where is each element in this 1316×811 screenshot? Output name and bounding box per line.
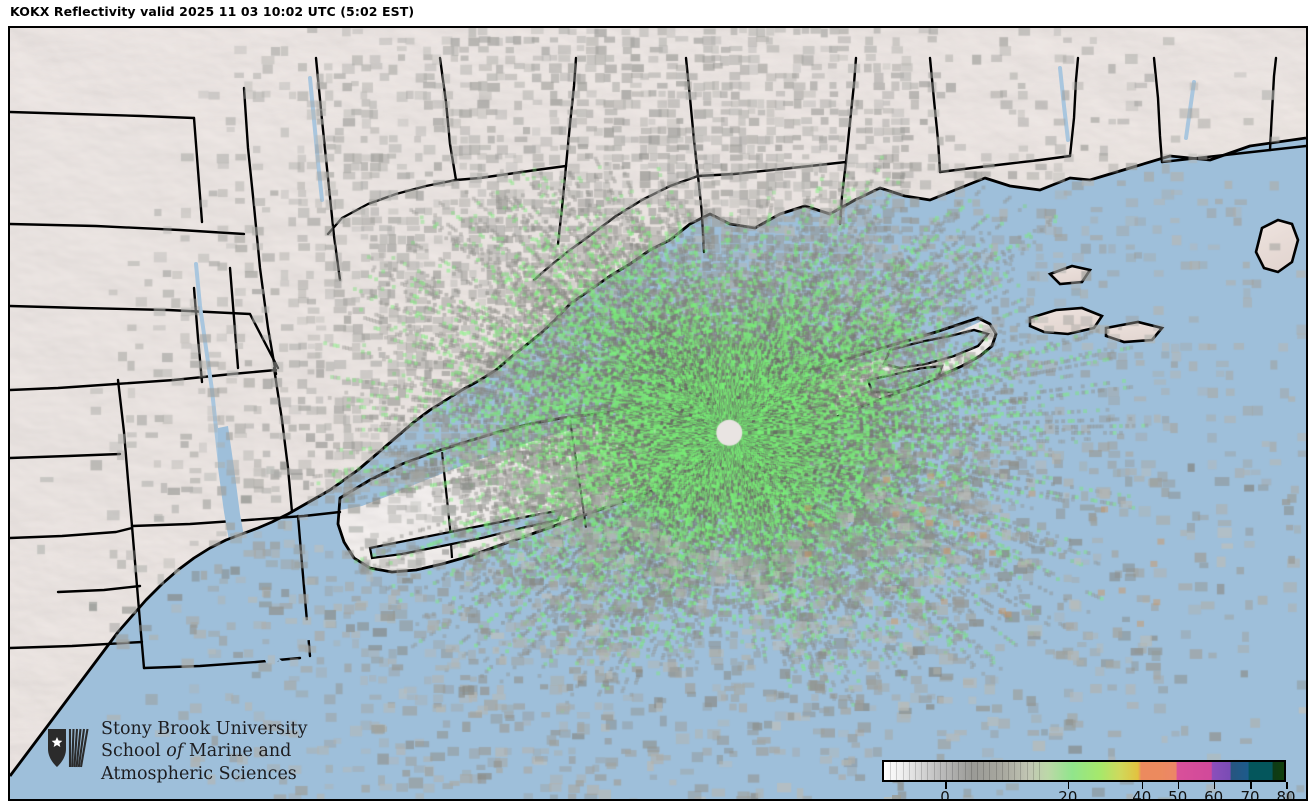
colorbar-tick-label: 80	[1276, 788, 1296, 799]
colorbar-tick	[1067, 782, 1070, 789]
colorbar-tick	[1250, 782, 1252, 789]
page-title: KOKX Reflectivity valid 2025 11 03 10:02…	[10, 4, 415, 19]
colorbar-tick	[1213, 782, 1216, 789]
stony-brook-shield-icon	[48, 728, 89, 768]
colorbar-ticks	[882, 782, 1288, 789]
colorbar: 0 20 40 50 60 70 80	[874, 754, 1296, 799]
stony-brook-logo: Stony Brook University School of Marine …	[46, 718, 307, 785]
colorbar-tick-label: 70	[1240, 788, 1260, 799]
colorbar-tick	[1177, 782, 1180, 789]
logo-line-3: Atmospheric Sciences	[101, 763, 297, 784]
colorbar-tick-label: 40	[1132, 788, 1152, 799]
colorbar-gradient	[884, 762, 1284, 780]
logo-line-2a: School	[101, 741, 167, 762]
logo-line-2b: Marine and	[183, 741, 292, 762]
logo-text: Stony Brook University School of Marine …	[101, 718, 307, 785]
colorbar-tick-labels: 0 20 40 50 60 70 80	[882, 788, 1295, 799]
map-frame[interactable]: Stony Brook University School of Marine …	[8, 26, 1308, 801]
basemap-svg	[10, 28, 1306, 799]
colorbar-tick-label: 20	[1058, 788, 1078, 799]
colorbar-tick	[1286, 782, 1288, 789]
logo-line-2: School of Marine and	[101, 740, 307, 762]
colorbar-tick-label: 50	[1168, 788, 1188, 799]
stray-radar-gate-icon	[884, 795, 901, 799]
colorbar-tick	[1141, 782, 1144, 789]
colorbar-tick-label: 0	[940, 788, 950, 799]
colorbar-tick-label: 60	[1204, 788, 1224, 799]
logo-line-1: Stony Brook University	[101, 719, 308, 739]
map-canvas[interactable]: Stony Brook University School of Marine …	[10, 28, 1306, 799]
logo-line-2-italic: of	[166, 741, 184, 762]
colorbar-tick	[945, 782, 947, 789]
colorbar-scale	[882, 760, 1286, 782]
